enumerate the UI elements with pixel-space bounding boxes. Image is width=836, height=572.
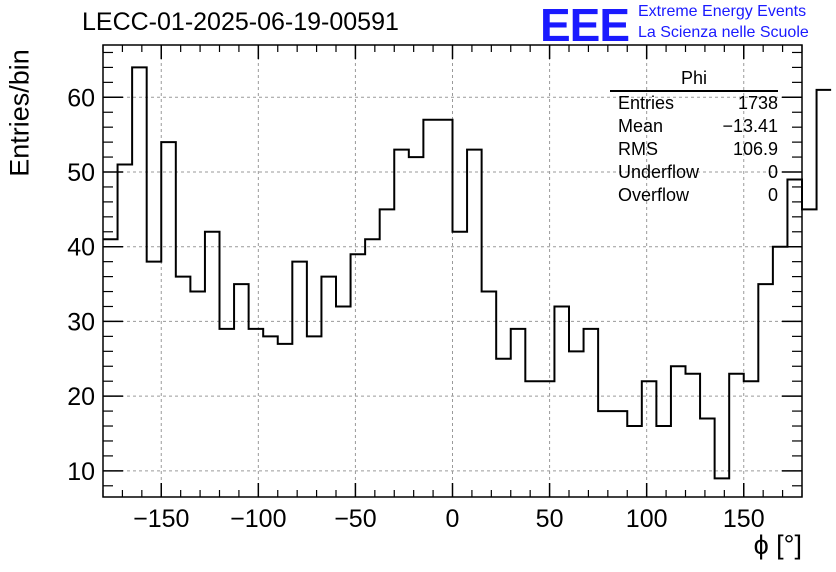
x-tick-label: 100: [626, 505, 668, 533]
y-axis-label: Entries/bin: [4, 49, 35, 177]
stats-title: Phi: [610, 68, 778, 92]
y-tick-label: 40: [67, 234, 95, 262]
stats-label: Underflow: [618, 162, 700, 182]
y-tick-label: 20: [67, 383, 95, 411]
stats-value: 0: [767, 185, 778, 205]
stats-row-entries: Entries 1738: [610, 92, 778, 115]
stats-row-mean: Mean −13.41: [610, 115, 778, 138]
logo-text-line1: Extreme Energy Events: [638, 3, 807, 20]
x-tick-label: 150: [723, 505, 765, 533]
y-tick-label: 10: [67, 458, 95, 486]
y-tick-label: 60: [67, 84, 95, 112]
logo-text-line2: La Scienza nelle Scuole: [638, 24, 809, 41]
stats-value: 0: [767, 162, 778, 182]
chart-title: LECC-01-2025-06-19-00591: [82, 8, 399, 36]
x-tick-label: −50: [334, 505, 376, 533]
stats-row-underflow: Underflow 0: [610, 161, 778, 184]
y-tick-label: 50: [67, 159, 95, 187]
stats-value: 1738: [737, 93, 778, 113]
x-axis-label: ϕ [°]: [753, 530, 802, 560]
stats-value: −13.41: [722, 116, 778, 136]
x-tick-label: −150: [133, 505, 189, 533]
stats-label: Entries: [618, 93, 675, 113]
x-tick-label: 50: [536, 505, 564, 533]
stats-row-rms: RMS 106.9: [610, 138, 778, 161]
stats-label: Overflow: [618, 185, 690, 205]
x-tick-label: 0: [446, 505, 460, 533]
y-tick-label: 30: [67, 308, 95, 336]
stats-value: 106.9: [732, 139, 778, 159]
stats-row-overflow: Overflow 0: [610, 184, 778, 207]
stats-label: RMS: [618, 139, 658, 159]
eee-logo: EEE: [540, 0, 630, 51]
stats-label: Mean: [618, 116, 664, 136]
stats-box: Phi Entries 1738 Mean −13.41 RMS 106.9 U…: [610, 68, 778, 207]
x-tick-label: −100: [230, 505, 286, 533]
axis-ticks: −150 −100 −50 0 50 100 150 10 20 30 40 50 60: [67, 45, 803, 533]
histogram-outline: [103, 66, 832, 480]
